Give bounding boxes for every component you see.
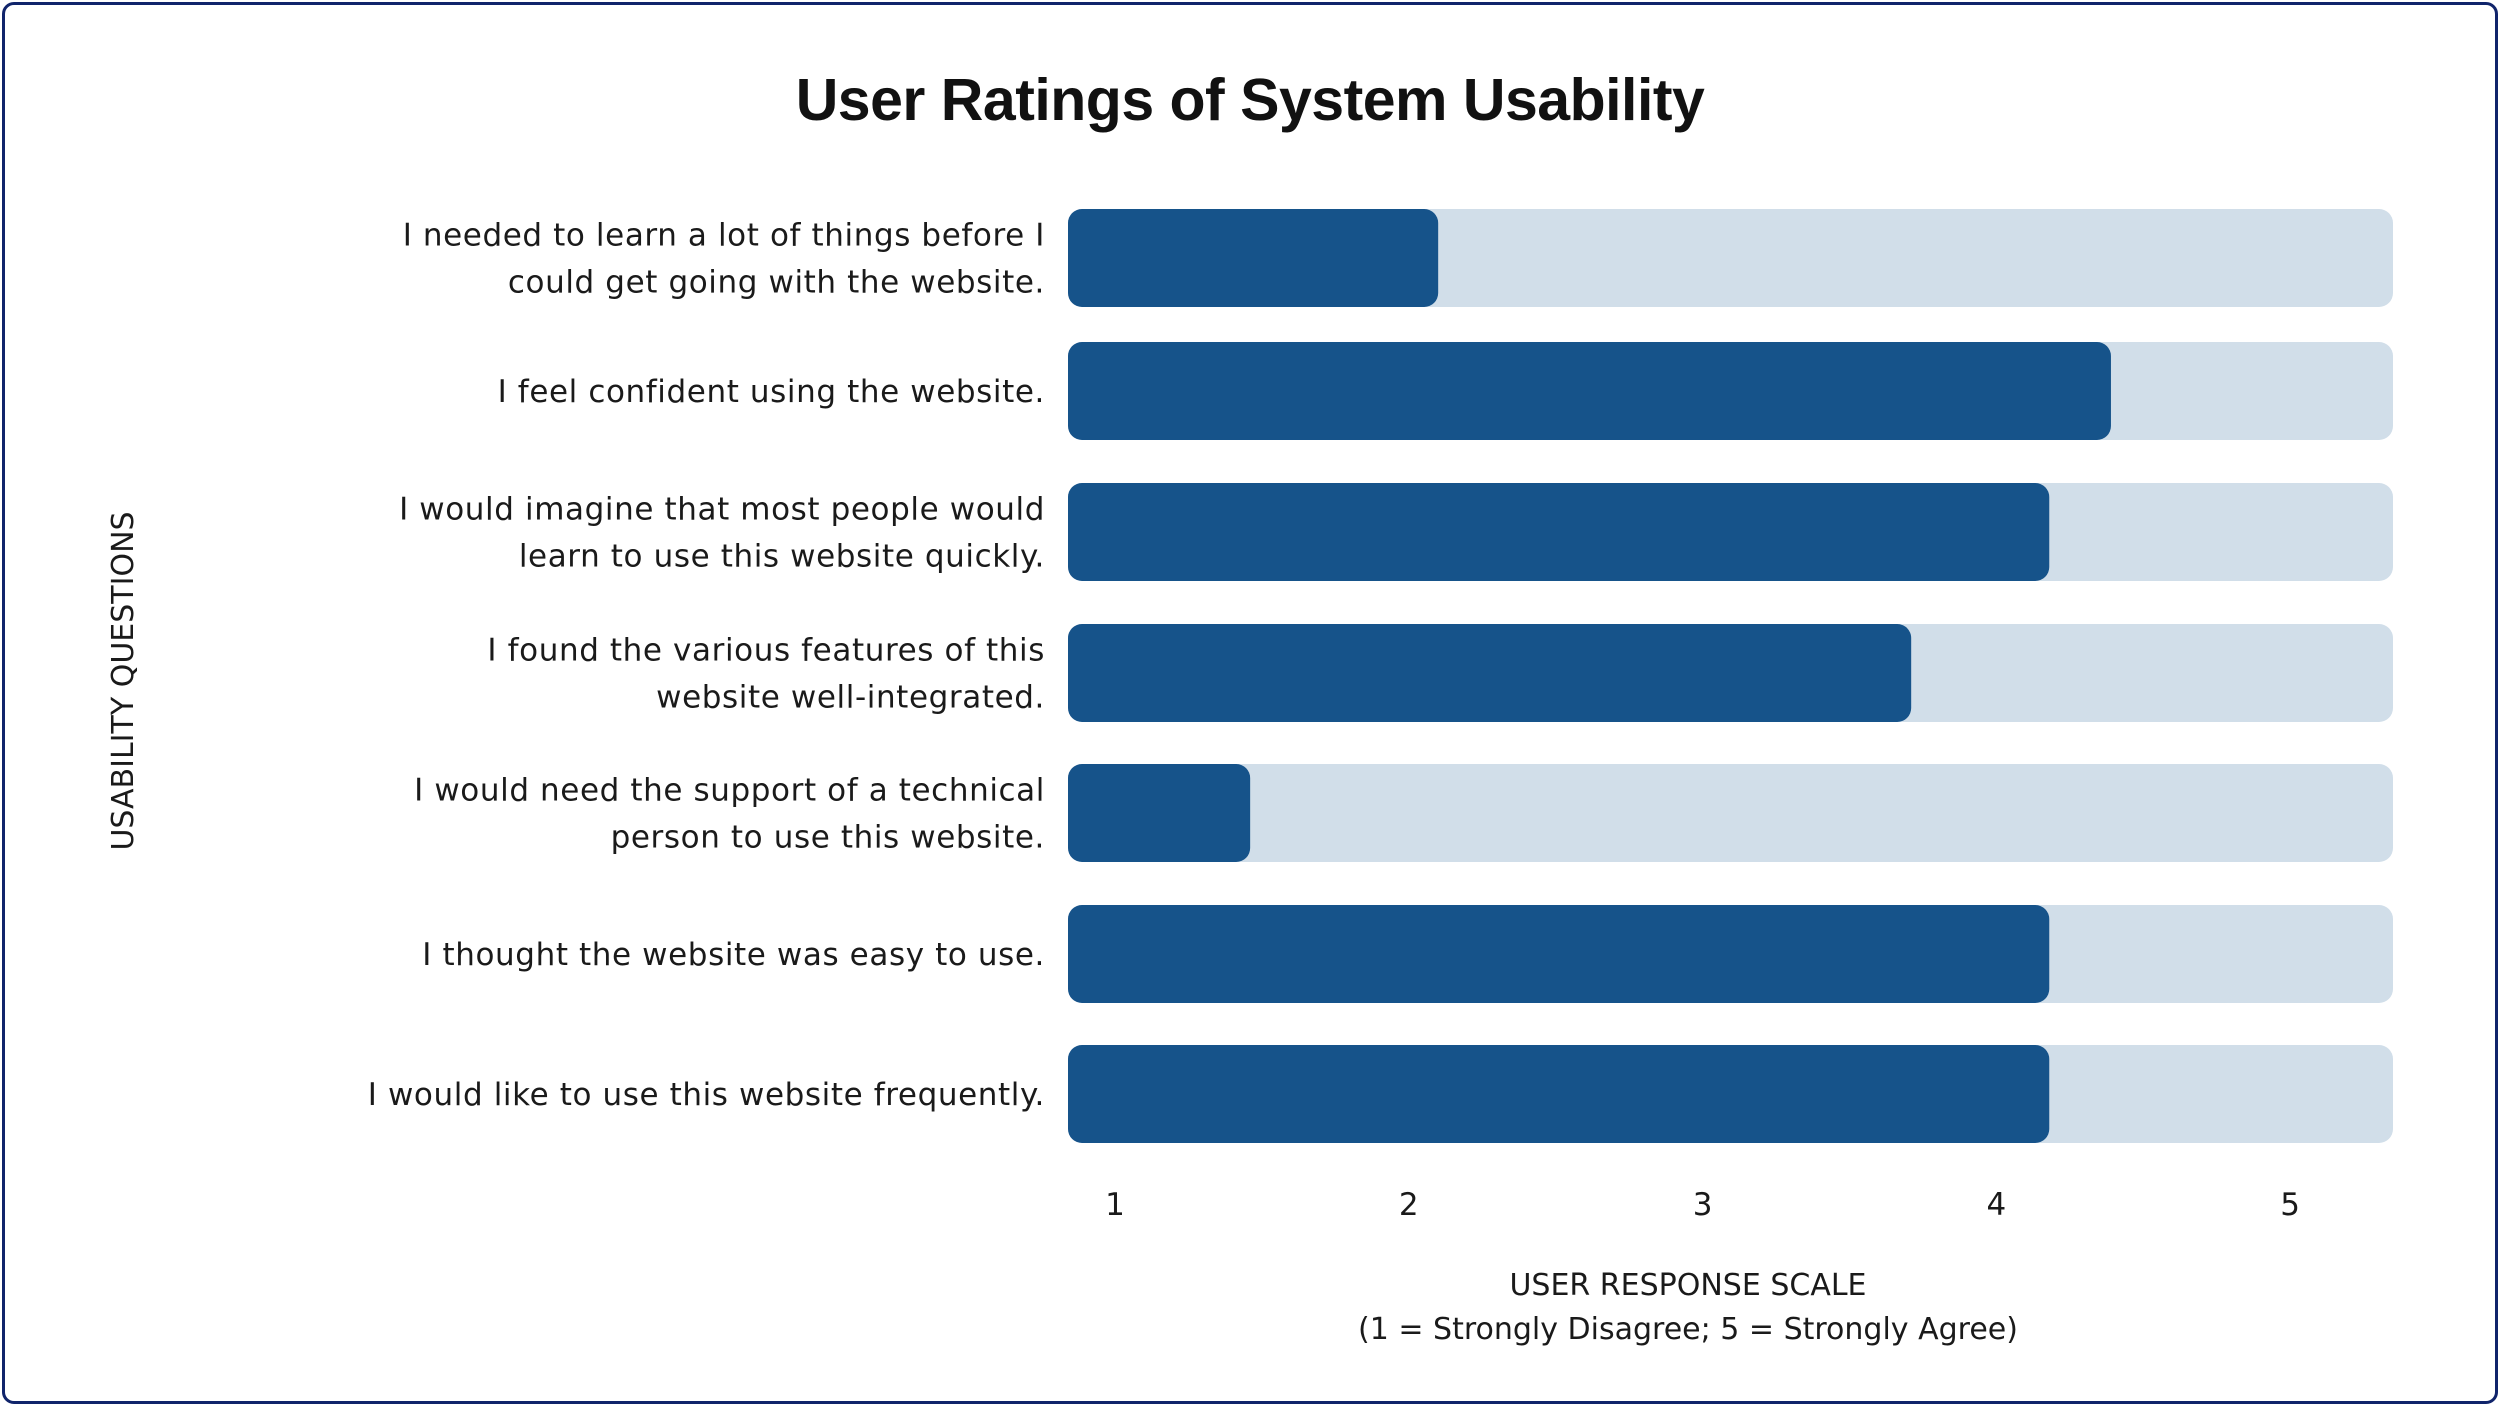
question-label: I would need the support of a technical xyxy=(414,773,1045,809)
bar xyxy=(1068,905,2050,1003)
bar xyxy=(1068,1045,2050,1143)
question-label: I would like to use this website frequen… xyxy=(368,1077,1045,1113)
x-axis-title: USER RESPONSE SCALE xyxy=(1509,1268,1866,1303)
chart-title: User Ratings of System Usability xyxy=(795,67,1705,133)
bar xyxy=(1068,764,1251,862)
question-label: I found the various features of this xyxy=(487,633,1045,669)
x-tick-label: 1 xyxy=(1105,1187,1125,1223)
x-tick-label: 3 xyxy=(1693,1187,1713,1223)
bar xyxy=(1068,624,1912,722)
question-label: I would imagine that most people would xyxy=(399,492,1045,528)
question-label: I needed to learn a lot of things before… xyxy=(403,218,1045,254)
bar xyxy=(1068,483,2050,581)
x-tick-label: 5 xyxy=(2280,1187,2300,1223)
question-label: I feel confident using the website. xyxy=(498,374,1045,410)
bar xyxy=(1068,209,1439,307)
question-label: person to use this website. xyxy=(611,820,1045,856)
question-label: learn to use this website quickly. xyxy=(519,539,1045,575)
bar xyxy=(1068,342,2111,440)
x-tick-label: 4 xyxy=(1987,1187,2007,1223)
question-label: could get going with the website. xyxy=(508,265,1045,301)
x-tick-label: 2 xyxy=(1399,1187,1419,1223)
question-label: website well-integrated. xyxy=(656,680,1045,716)
y-axis-title: USABILITY QUESTIONS xyxy=(106,511,141,850)
bar-track xyxy=(1068,764,2393,862)
x-axis-subtitle: (1 = Strongly Disagree; 5 = Strongly Agr… xyxy=(1358,1312,2018,1347)
question-label: I thought the website was easy to use. xyxy=(422,937,1045,973)
